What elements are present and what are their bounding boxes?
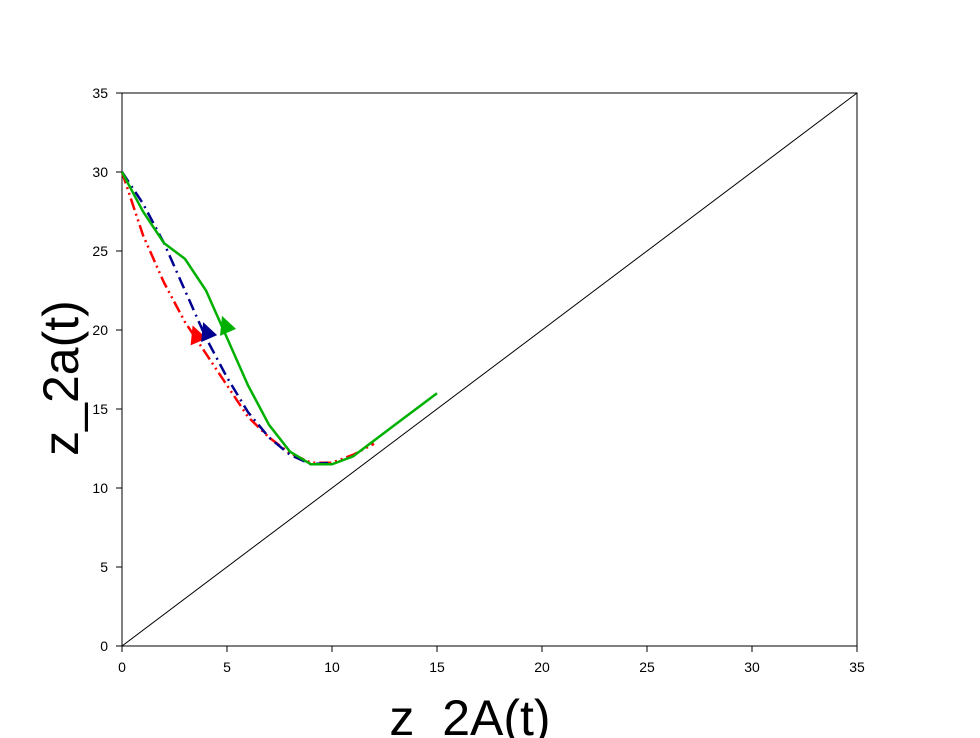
y-tick-label: 25 [92, 243, 108, 259]
series-line [120, 171, 375, 464]
x-tick-label: 30 [744, 659, 760, 675]
series-line [121, 92, 858, 647]
y-axis-label: z_2a(t) [33, 300, 89, 456]
y-tick-label: 0 [100, 638, 108, 654]
x-tick-label: 35 [849, 659, 865, 675]
direction-arrow [190, 325, 207, 346]
x-tick-label: 0 [118, 659, 126, 675]
y-tick-label: 10 [92, 480, 108, 496]
x-axis-label: z_2A(t) [389, 690, 550, 738]
direction-arrow [220, 315, 236, 336]
direction-arrow [201, 322, 218, 343]
series-line [120, 171, 438, 466]
x-tick-label: 10 [324, 659, 340, 675]
x-tick-label: 15 [429, 659, 445, 675]
x-tick-label: 20 [534, 659, 550, 675]
plot-frame [121, 92, 858, 647]
x-tick-label: 5 [223, 659, 231, 675]
y-tick-label: 35 [92, 85, 108, 101]
y-tick-label: 30 [92, 164, 108, 180]
y-tick-label: 5 [100, 559, 108, 575]
y-tick-label: 15 [92, 401, 108, 417]
y-tick-label: 20 [92, 322, 108, 338]
series-line [120, 171, 333, 466]
x-tick-label: 25 [639, 659, 655, 675]
